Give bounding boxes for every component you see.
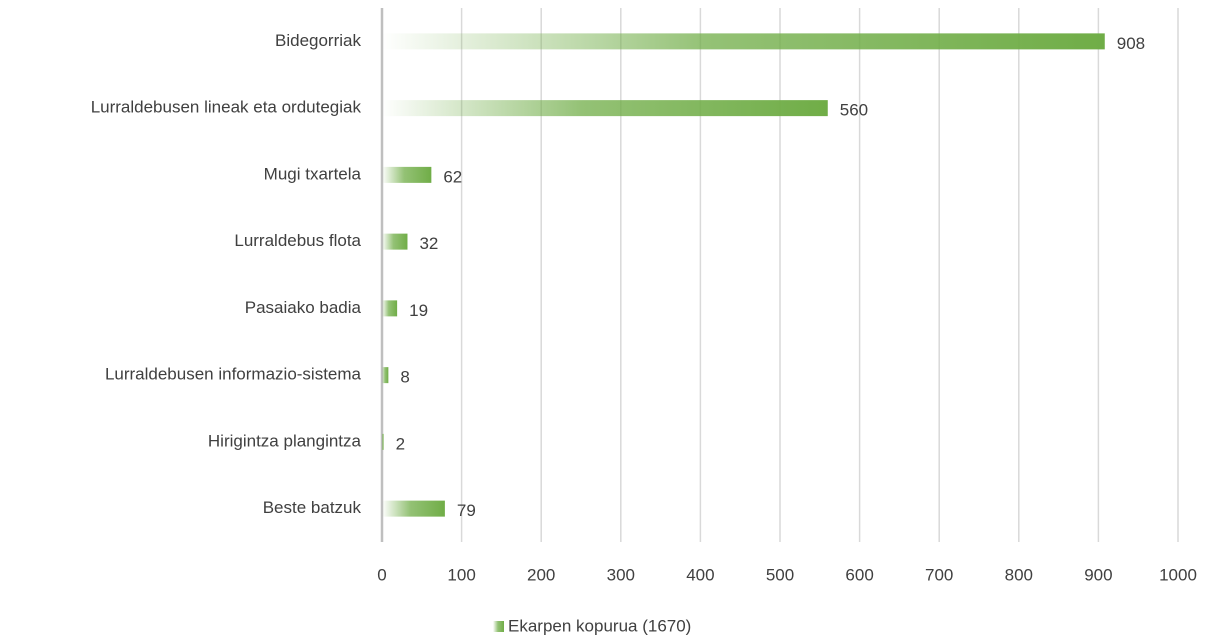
bar — [382, 300, 398, 317]
x-tick-label: 400 — [686, 565, 714, 584]
x-tick-label: 1000 — [1159, 565, 1197, 584]
x-tick-label: 200 — [527, 565, 555, 584]
bar — [382, 367, 389, 384]
data-label: 19 — [409, 301, 428, 320]
bar — [382, 166, 432, 183]
y-tick-label: Lurraldebus flota — [234, 231, 361, 250]
bar — [382, 33, 1105, 50]
bar — [382, 433, 384, 450]
y-tick-label: Pasaiako badia — [245, 298, 362, 317]
data-label: 79 — [457, 501, 476, 520]
y-tick-label: Lurraldebusen informazio-sistema — [105, 365, 362, 384]
data-label: 62 — [443, 167, 462, 186]
data-label: 8 — [400, 368, 409, 387]
x-tick-label: 600 — [845, 565, 873, 584]
x-tick-label: 900 — [1084, 565, 1112, 584]
data-label: 32 — [419, 234, 438, 253]
y-tick-label: Lurraldebusen lineak eta ordutegiak — [91, 98, 362, 117]
y-tick-label: Beste batzuk — [263, 498, 362, 517]
y-tick-label: Hirigintza plangintza — [208, 431, 362, 450]
legend-swatch — [493, 621, 504, 632]
x-tick-label: 100 — [447, 565, 475, 584]
y-tick-label: Mugi txartela — [264, 164, 362, 183]
data-label: 908 — [1117, 34, 1145, 53]
y-tick-label: Bidegorriak — [275, 31, 361, 50]
x-tick-label: 500 — [766, 565, 794, 584]
bar — [382, 500, 445, 517]
bar — [382, 233, 408, 250]
x-tick-label: 700 — [925, 565, 953, 584]
x-tick-label: 0 — [377, 565, 386, 584]
x-tick-label: 300 — [607, 565, 635, 584]
bar — [382, 100, 828, 117]
data-label: 2 — [396, 434, 405, 453]
data-label: 560 — [840, 101, 868, 120]
legend-label: Ekarpen kopurua (1670) — [508, 616, 691, 635]
x-tick-label: 800 — [1005, 565, 1033, 584]
